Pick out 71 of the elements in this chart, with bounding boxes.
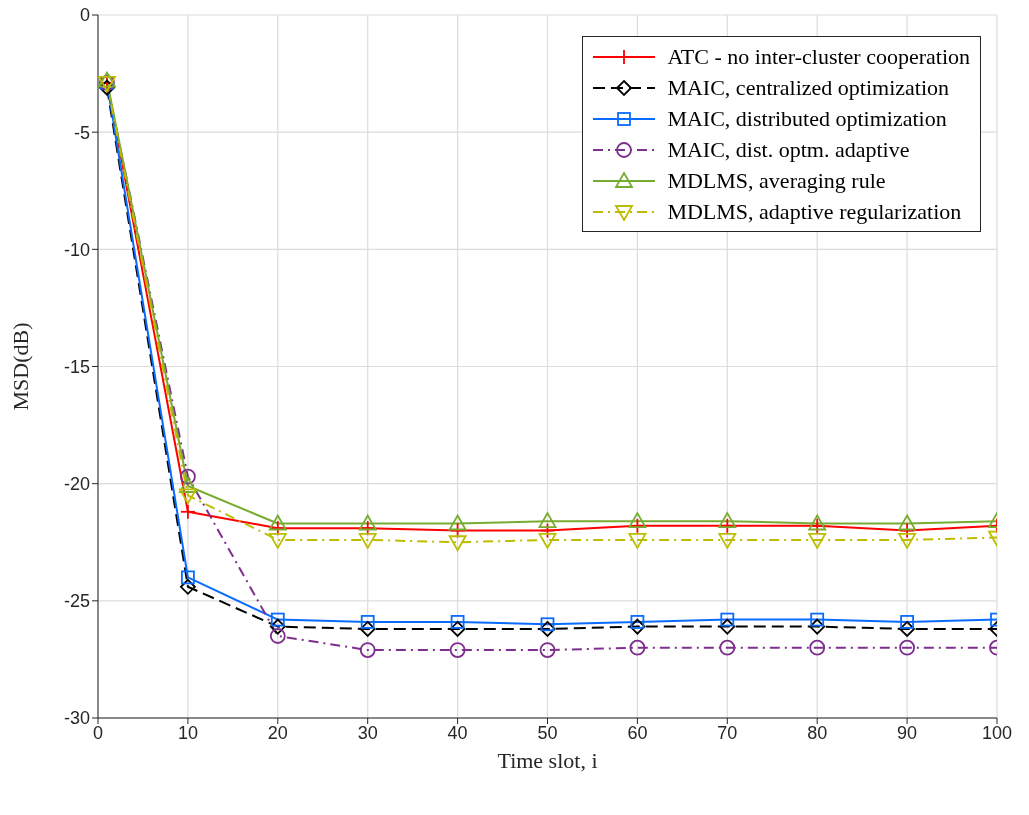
point [538, 512, 557, 529]
point [810, 612, 825, 627]
point [360, 615, 375, 629]
point [720, 612, 735, 627]
legend-label: MAIC, distributed optimization [667, 105, 947, 132]
point [269, 618, 286, 635]
y-tick-label: -20 [63, 474, 90, 495]
point [808, 533, 827, 549]
legend-label: MAIC, dist. optm. adaptive [667, 136, 910, 163]
point [540, 617, 555, 632]
x-tick-label: 50 [537, 722, 558, 743]
point [809, 618, 826, 635]
point [359, 642, 376, 658]
point [450, 615, 465, 629]
y-tick-label: -30 [63, 708, 90, 729]
x-tick-label: 100 [981, 722, 1013, 743]
y-tick-label: 0 [79, 5, 90, 26]
point [809, 639, 826, 656]
legend-label: MAIC, centralized optimization [667, 74, 950, 101]
point [449, 642, 466, 658]
legend-label: ATC - no inter-cluster cooperation [667, 43, 970, 70]
point [628, 512, 647, 529]
point [629, 639, 646, 656]
x-tick-label: 10 [177, 722, 198, 743]
legend-label: MDLMS, adaptive regularization [667, 198, 962, 225]
point [268, 514, 287, 531]
x-tick-label: 0 [92, 722, 104, 743]
point [899, 639, 915, 656]
point [629, 618, 646, 635]
y-tick-label: -5 [73, 122, 90, 143]
point [718, 533, 737, 549]
point [358, 533, 377, 549]
point [179, 477, 197, 493]
x-tick-label: 90 [897, 722, 918, 743]
x-tick-label: 40 [447, 722, 468, 743]
point [718, 512, 737, 529]
point [179, 488, 197, 505]
point [898, 514, 916, 531]
point [899, 621, 915, 637]
point [628, 533, 647, 549]
point [181, 570, 195, 585]
y-axis-title: MSD(dB) [7, 322, 33, 411]
x-tick-label: 20 [267, 722, 288, 743]
point [449, 621, 466, 637]
point [359, 621, 376, 637]
y-tick-label: -15 [63, 356, 90, 377]
point [358, 514, 377, 531]
point [719, 618, 736, 635]
point [180, 468, 196, 485]
point [630, 615, 645, 629]
y-tick-label: -10 [63, 239, 90, 260]
point [268, 533, 287, 549]
y-tick-label: -25 [63, 591, 90, 612]
point [180, 578, 196, 595]
x-tick-label: 60 [627, 722, 648, 743]
x-tick-label: 70 [717, 722, 738, 743]
point [719, 639, 736, 656]
point [898, 533, 916, 549]
x-tick-label: 80 [807, 722, 828, 743]
point [539, 621, 556, 637]
legend-label: MDLMS, averaging rule [667, 167, 886, 194]
x-axis-title: Time slot, i [497, 748, 598, 773]
point [448, 514, 467, 531]
point [270, 612, 285, 627]
point [448, 535, 467, 552]
x-tick-label: 30 [357, 722, 378, 743]
point [269, 628, 286, 644]
point [539, 642, 556, 658]
point [538, 533, 557, 549]
point [900, 615, 914, 629]
point [98, 71, 116, 88]
